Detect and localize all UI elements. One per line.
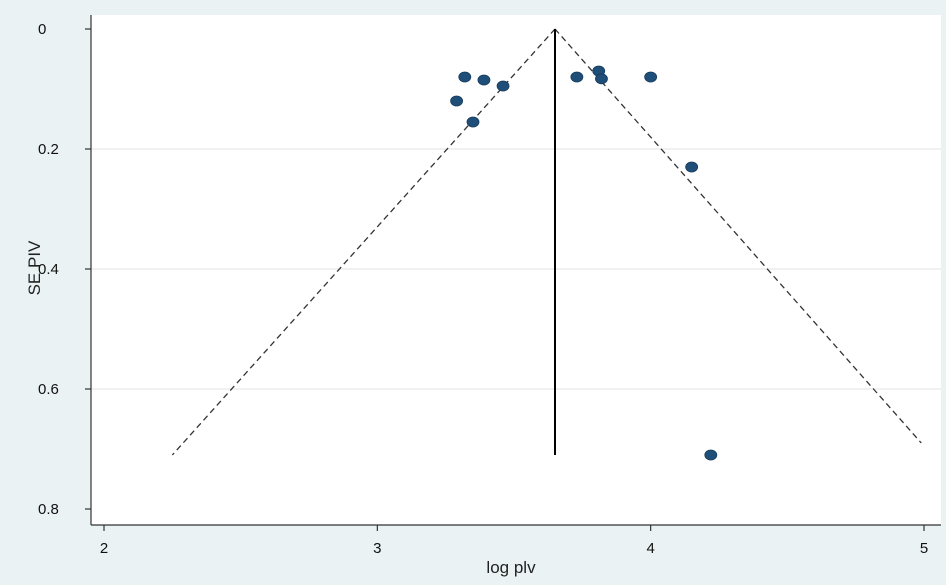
data-point: [466, 116, 480, 128]
funnel-limits: [171, 28, 922, 456]
y-tick-label: 0.2: [38, 141, 59, 158]
data-point: [644, 71, 658, 83]
x-tick-label: 3: [373, 540, 381, 557]
data-point: [570, 71, 584, 83]
data-point: [450, 95, 464, 107]
x-tick-label: 5: [920, 540, 928, 557]
y-tick-label: 0.4: [38, 261, 59, 278]
data-point: [685, 161, 699, 173]
x-tick-label: 2: [100, 540, 108, 557]
data-point: [595, 73, 608, 85]
data-points: [450, 65, 718, 461]
y-tick-label: 0.8: [38, 501, 59, 518]
y-tick-label: 0: [38, 21, 46, 38]
y-axis-title: SE PIV: [25, 240, 44, 295]
data-point: [458, 71, 472, 83]
funnel-limit-line: [554, 28, 922, 444]
data-point: [496, 80, 510, 92]
plot-area: [91, 15, 941, 525]
data-point: [704, 449, 718, 461]
data-point: [477, 74, 491, 86]
y-tick-label: 0.6: [38, 381, 59, 398]
x-tick-label: 4: [646, 540, 654, 557]
axes: [90, 15, 941, 526]
funnel-limit-line: [171, 28, 556, 456]
x-axis-title: log plv: [486, 558, 536, 577]
gridlines: [91, 148, 941, 390]
y-ticks: 0 0.2 0.4 0.6 0.8: [38, 21, 91, 518]
x-ticks: 2 3 4 5: [100, 525, 928, 557]
